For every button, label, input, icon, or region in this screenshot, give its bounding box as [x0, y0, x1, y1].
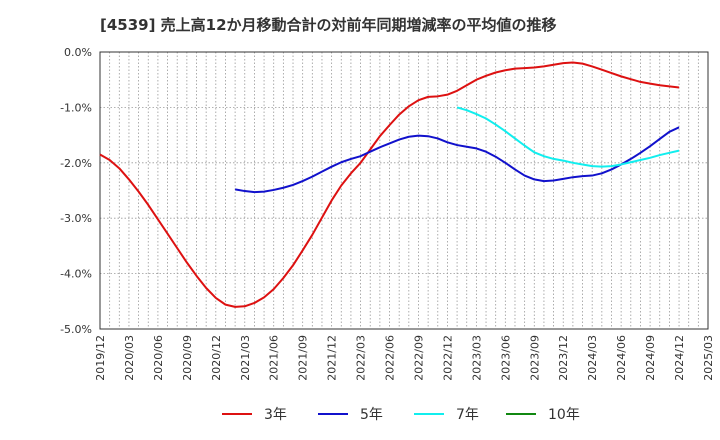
x-tick-label: 2022/09 [412, 335, 425, 381]
series-line-1 [234, 126, 680, 194]
y-tick-label: -2.0% [60, 157, 92, 170]
x-tick-label: 2020/09 [181, 335, 194, 381]
legend: 3年 5年 7年 10年 [222, 407, 580, 423]
x-tick-label: 2021/03 [239, 335, 252, 381]
y-axis: 0.0% -1.0% -2.0% -3.0% -4.0% -5.0% [60, 46, 92, 336]
x-tick-label: 2020/12 [210, 335, 223, 381]
legend-label-0: 3年 [264, 407, 287, 423]
x-tick-label: 2023/03 [470, 335, 483, 381]
x-tick-label: 2021/06 [268, 335, 281, 381]
series-line-0 [99, 61, 680, 308]
x-tick-label: 2019/12 [94, 335, 107, 381]
y-tick-label: -1.0% [60, 101, 92, 114]
legend-label-2: 7年 [456, 407, 479, 423]
series-lines [99, 61, 680, 308]
plot-area [99, 51, 709, 330]
y-tick-label: -5.0% [60, 323, 92, 336]
legend-label-1: 5年 [360, 407, 383, 423]
x-tick-label: 2025/03 [702, 335, 715, 381]
x-axis: 2019/12 2020/03 2020/06 2020/09 2020/12 2021/… [94, 335, 715, 381]
x-tick-label: 2020/03 [123, 335, 136, 381]
x-tick-label: 2021/12 [326, 335, 339, 381]
x-tick-label: 2022/12 [441, 335, 454, 381]
x-tick-label: 2024/03 [586, 335, 599, 381]
x-tick-label: 2022/03 [355, 335, 368, 381]
legend-label-3: 10年 [548, 407, 580, 423]
x-tick-label: 2023/06 [499, 335, 512, 381]
x-tick-label: 2023/12 [557, 335, 570, 381]
x-tick-label: 2021/09 [297, 335, 310, 381]
x-tick-label: 2020/06 [152, 335, 165, 381]
x-tick-label: 2023/09 [528, 335, 541, 381]
x-tick-label: 2024/12 [673, 335, 686, 381]
x-tick-label: 2024/06 [615, 335, 628, 381]
series-line-2 [456, 106, 680, 168]
y-tick-label: 0.0% [64, 46, 92, 59]
x-tick-label: 2022/06 [384, 335, 397, 381]
y-tick-label: -3.0% [60, 212, 92, 225]
y-tick-label: -4.0% [60, 268, 92, 281]
gridlines [99, 51, 709, 330]
x-tick-label: 2024/09 [644, 335, 657, 381]
chart-title: [4539] 売上高12か月移動合計の対前年同期増減率の平均値の推移 [100, 16, 557, 34]
